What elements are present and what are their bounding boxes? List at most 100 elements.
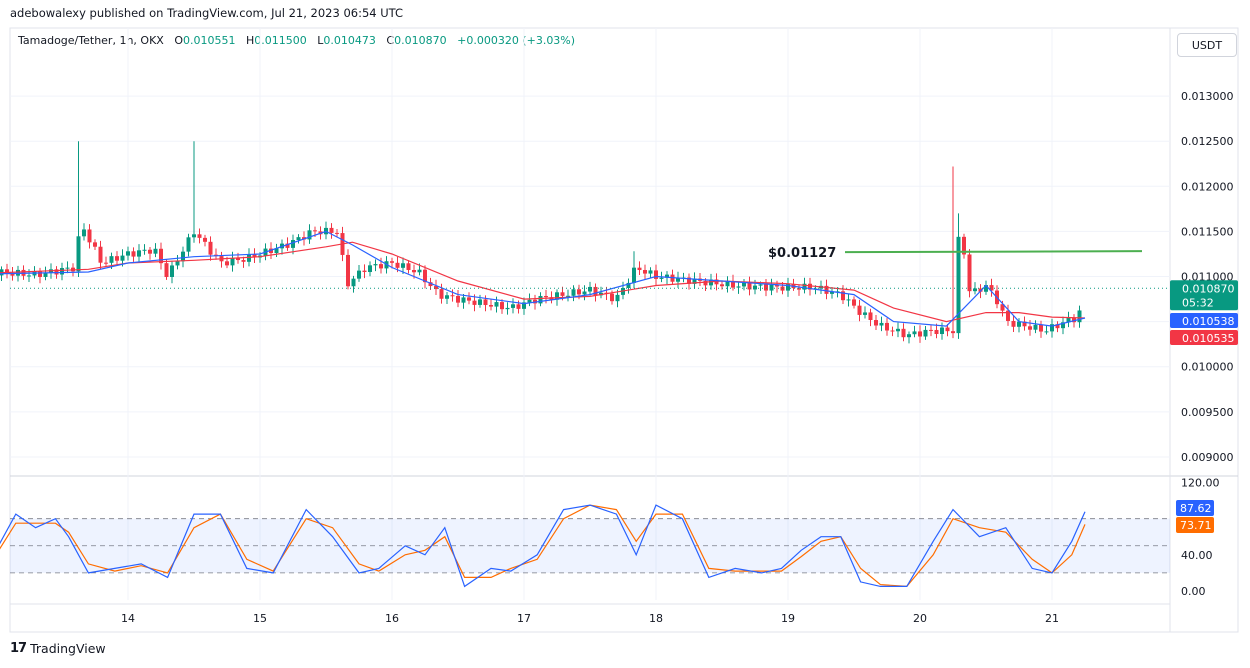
time-tick-label: 19 xyxy=(781,612,795,625)
price-tick-label: 0.013000 xyxy=(1181,90,1234,103)
currency-button[interactable]: USDT xyxy=(1177,33,1237,57)
candle-body xyxy=(824,285,829,294)
candle-body xyxy=(38,271,42,277)
ohlc-legend: Tamadoge/Tether, 1h, OKX O0.010551 H0.01… xyxy=(18,34,575,47)
candle-body xyxy=(879,322,884,326)
candle-body xyxy=(846,299,851,301)
candle-body xyxy=(522,302,526,309)
candle-body xyxy=(1022,321,1027,327)
candle-body xyxy=(5,269,9,274)
candle-body xyxy=(368,265,372,272)
candle-body xyxy=(225,261,229,266)
candle-body xyxy=(1072,317,1076,323)
candle-body xyxy=(274,248,279,254)
candle-body xyxy=(560,292,565,296)
candle-body xyxy=(588,286,592,292)
candle-body xyxy=(500,302,504,310)
candle-body xyxy=(786,284,790,291)
resistance-line xyxy=(844,250,1143,254)
candle-body xyxy=(445,295,449,299)
ma-fast-line xyxy=(0,230,1086,327)
candle-body xyxy=(989,285,994,291)
close-label: C xyxy=(386,34,395,47)
candle-body xyxy=(632,267,636,283)
candle-body xyxy=(1039,324,1043,332)
time-tick-label: 16 xyxy=(385,612,399,625)
candle-body xyxy=(461,297,466,303)
symbol-title: Tamadoge/Tether, 1h, OKX xyxy=(18,34,164,47)
candle-body xyxy=(577,289,581,295)
time-tick-label: 17 xyxy=(517,612,531,625)
candle-body xyxy=(236,258,240,261)
price-tick-label: 0.009000 xyxy=(1181,451,1234,464)
candle-body xyxy=(709,279,713,286)
candle-body xyxy=(725,281,730,287)
candle-body xyxy=(797,288,801,290)
candle-body xyxy=(291,240,295,248)
candle-body xyxy=(230,258,235,266)
candle-body xyxy=(1050,324,1054,332)
time-tick-label: 20 xyxy=(913,612,927,625)
candle-body xyxy=(115,256,119,261)
candle-body xyxy=(1077,310,1082,323)
candle-body xyxy=(962,236,966,255)
candle-body xyxy=(857,305,862,315)
candle-body xyxy=(593,286,598,296)
candle-body xyxy=(929,329,933,331)
candle-body xyxy=(43,272,48,277)
candle-body xyxy=(1061,322,1065,329)
candle-body xyxy=(456,296,460,303)
candle-body xyxy=(896,328,900,332)
time-tick-label: 21 xyxy=(1045,612,1059,625)
candle-body xyxy=(945,327,950,332)
candle-body xyxy=(934,329,939,335)
candle-body xyxy=(901,328,906,338)
candle-body xyxy=(395,262,400,268)
candle-body xyxy=(874,320,878,326)
candle-body xyxy=(494,302,499,307)
stoch-value-label-bg xyxy=(1176,517,1214,533)
candle-body xyxy=(1006,310,1010,321)
ma-slow-line xyxy=(0,241,1086,323)
candle-body xyxy=(335,232,339,234)
candle-body xyxy=(428,282,433,287)
candle-body xyxy=(439,289,444,299)
candle-body xyxy=(758,284,763,286)
price-axis-label-bg xyxy=(1170,313,1238,328)
candle-body xyxy=(197,234,202,238)
candle-body xyxy=(692,278,697,284)
candle-body xyxy=(978,288,983,292)
candle-body xyxy=(1011,320,1016,327)
candle-body xyxy=(170,265,174,277)
candle-body xyxy=(868,312,873,321)
price-tick-label: 0.012000 xyxy=(1181,180,1234,193)
candle-body xyxy=(907,334,911,338)
candle-body xyxy=(142,249,147,251)
candle-body xyxy=(104,262,108,264)
candle-body xyxy=(379,264,383,269)
candle-body xyxy=(296,237,301,241)
candle-body xyxy=(736,286,741,288)
candle-body xyxy=(555,292,559,300)
candle-body xyxy=(434,286,438,290)
price-tick-label: 0.011500 xyxy=(1181,225,1234,238)
candle-body xyxy=(505,307,510,310)
tradingview-logo[interactable]: 17 TradingView xyxy=(10,641,106,656)
candle-body xyxy=(137,250,141,257)
candle-body xyxy=(665,274,669,278)
candle-body xyxy=(82,229,86,237)
candle-body xyxy=(307,230,312,240)
candle-body xyxy=(841,291,845,301)
candle-body xyxy=(918,331,922,337)
candle-body xyxy=(478,299,482,305)
candle-body xyxy=(637,267,642,271)
stoch-tick-label: 0.00 xyxy=(1181,585,1206,598)
candle-body xyxy=(775,284,779,287)
open-value: 0.010551 xyxy=(183,34,236,47)
candle-body xyxy=(423,269,427,283)
candle-body xyxy=(615,294,620,302)
high-value: 0.011500 xyxy=(254,34,307,47)
time-tick-label: 18 xyxy=(649,612,663,625)
candle-body xyxy=(1066,317,1071,323)
